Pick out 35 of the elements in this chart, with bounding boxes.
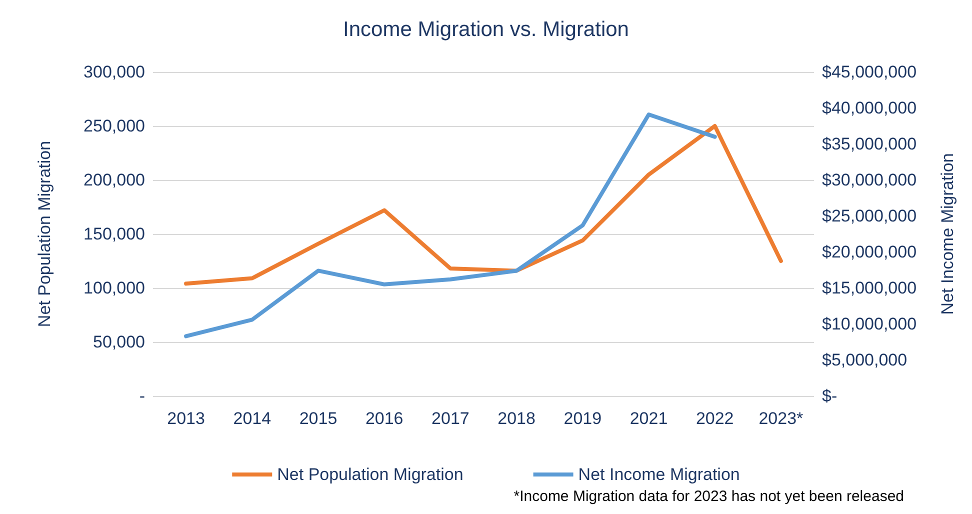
- y2-tick-label: $5,000,000: [822, 350, 908, 370]
- x-tick-label: 2022: [696, 409, 734, 428]
- text: *Income Migration data for 2023 has not yet been released: [514, 488, 904, 505]
- y-tick-label: 300,000: [84, 62, 145, 82]
- x-tick-label: 2016: [365, 409, 404, 428]
- y-axis-title: Net Population Migration: [35, 140, 54, 328]
- x-tick-label: 2015: [299, 409, 338, 428]
- y2-tick-label: $40,000,000: [822, 98, 917, 118]
- y-tick-label: -: [139, 386, 145, 406]
- legend-label: Net Population Migration: [277, 465, 464, 484]
- y-tick-label: 150,000: [84, 224, 145, 244]
- legend-label: Net Income Migration: [578, 465, 740, 484]
- y2-tick-label: $10,000,000: [822, 314, 917, 334]
- y-tick-label: 200,000: [84, 170, 145, 190]
- x-tick-label: 2017: [432, 409, 470, 428]
- x-tick-label: 2021: [630, 409, 668, 428]
- y-tick-label: 100,000: [84, 278, 145, 298]
- line-series: [184, 112, 717, 338]
- x-tick-label: 2023*: [758, 409, 804, 428]
- x-tick-label: 2013: [167, 409, 205, 428]
- y2-tick-label: $20,000,000: [822, 242, 917, 262]
- y2-tick-label: $35,000,000: [822, 134, 917, 154]
- y2-tick-label: $-: [822, 386, 838, 406]
- line-series: [184, 124, 783, 286]
- x-tick-label: 2018: [498, 409, 536, 428]
- chart-title: Income Migration vs. Migration: [343, 18, 629, 41]
- y2-axis-title: Net Income Migration: [938, 153, 957, 315]
- x-tick-label: 2019: [564, 409, 602, 428]
- y-tick-label: 50,000: [93, 332, 145, 352]
- x-tick-label: 2014: [233, 409, 272, 428]
- y2-tick-label: $45,000,000: [822, 62, 917, 82]
- y2-tick-label: $15,000,000: [822, 278, 917, 298]
- y2-tick-label: $30,000,000: [822, 170, 917, 190]
- y-tick-label: 250,000: [84, 116, 145, 136]
- y2-tick-label: $25,000,000: [822, 206, 917, 226]
